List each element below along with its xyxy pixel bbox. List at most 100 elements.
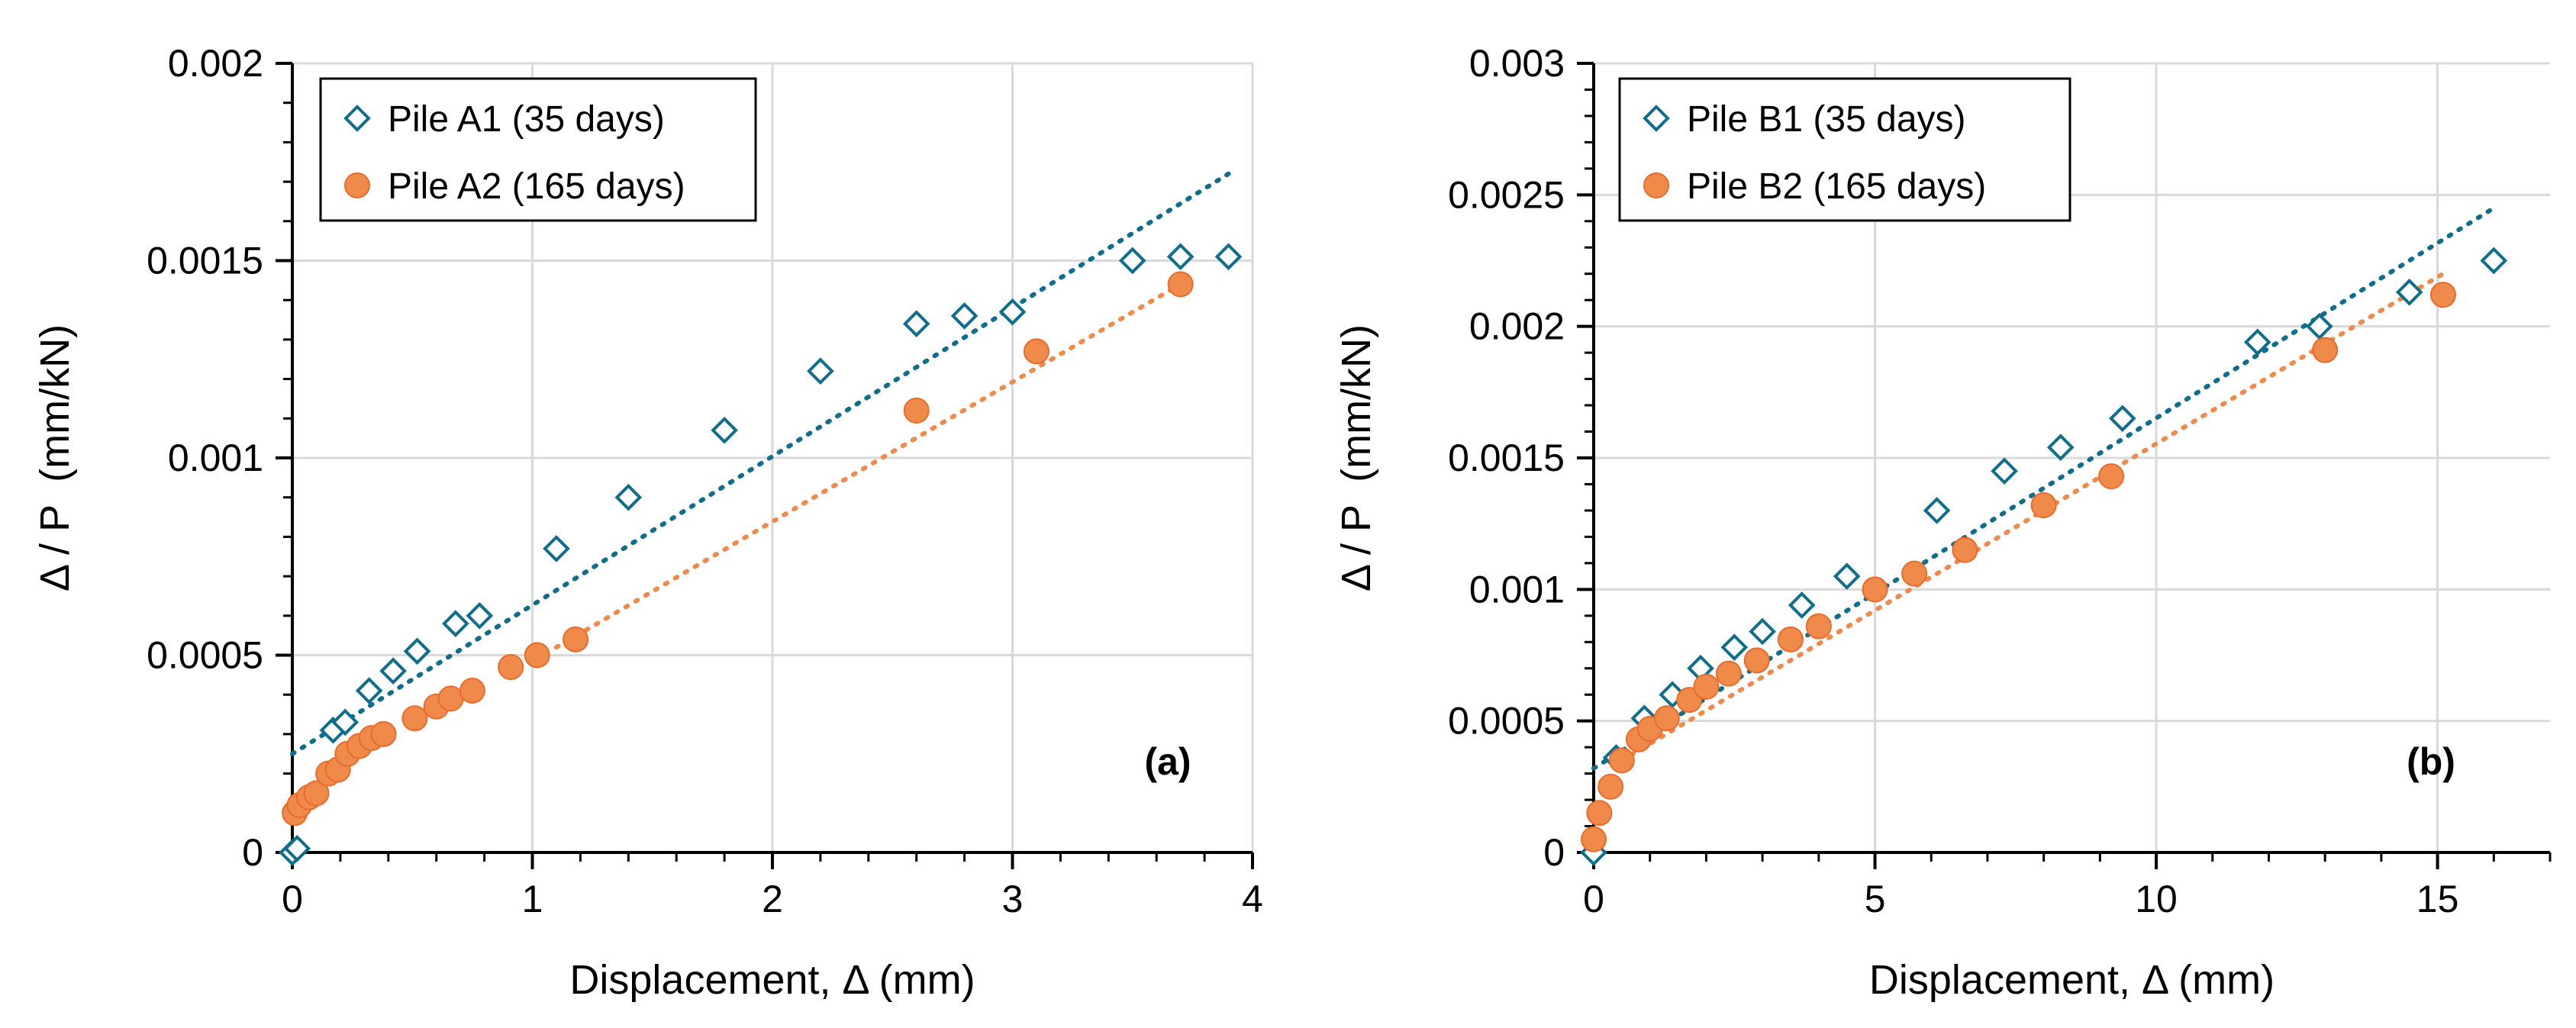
data-point bbox=[1693, 673, 1720, 700]
chart-panel-a: 0 0.0005 0.001 0.0015 0.002 0 1 2 3 4 Displacement… bbox=[32, 42, 1263, 1003]
data-point bbox=[303, 780, 330, 807]
data-point bbox=[1805, 613, 1832, 640]
data-point bbox=[1167, 271, 1194, 298]
legend-marker bbox=[343, 105, 371, 132]
data-point bbox=[283, 835, 311, 862]
data-point bbox=[1862, 576, 1888, 603]
x-tick-label: 0 bbox=[282, 878, 303, 920]
y-tick-label: 0.0005 bbox=[1448, 700, 1565, 743]
data-point bbox=[1923, 497, 1951, 524]
data-point bbox=[1214, 243, 1243, 271]
y-tick-label: 0.0015 bbox=[147, 240, 263, 282]
y-tick-label: 0.003 bbox=[1469, 42, 1565, 85]
data-point bbox=[1901, 560, 1928, 587]
data-point bbox=[2305, 312, 2333, 340]
x-tick-label: 0 bbox=[1583, 878, 1604, 920]
data-point bbox=[2098, 463, 2125, 490]
data-point bbox=[370, 720, 397, 747]
data-point bbox=[1833, 562, 1861, 590]
data-point bbox=[2429, 282, 2456, 308]
panel-label: (b) bbox=[2407, 740, 2455, 783]
y-tick-label: 0.001 bbox=[1469, 568, 1565, 611]
x-tick-label: 10 bbox=[2135, 878, 2178, 920]
data-point bbox=[998, 298, 1027, 326]
legend-marker bbox=[344, 172, 370, 198]
data-point bbox=[1991, 457, 2018, 485]
data-point bbox=[401, 705, 428, 732]
series-1-points bbox=[279, 243, 1243, 866]
data-point bbox=[1598, 773, 1624, 800]
data-point bbox=[2243, 328, 2271, 356]
data-point bbox=[2109, 404, 2136, 433]
data-point bbox=[466, 601, 494, 630]
data-point bbox=[1166, 243, 1195, 271]
data-point bbox=[1653, 705, 1680, 732]
legend: Pile A1 (35 days) Pile A2 (165 days) bbox=[319, 77, 757, 222]
y-tick-label: 0 bbox=[242, 831, 263, 874]
legend: Pile B1 (35 days) Pile B2 (165 days) bbox=[1618, 77, 2071, 222]
data-point bbox=[2030, 492, 2057, 519]
data-point bbox=[1720, 633, 1749, 661]
data-point bbox=[1023, 338, 1049, 365]
chart-panel-b: 0 0.0005 0.001 0.0015 0.002 0.0025 0.003 0 5 10 15… bbox=[1333, 42, 2552, 1003]
data-point bbox=[379, 657, 407, 685]
data-point bbox=[2312, 337, 2339, 363]
x-tick-label: 15 bbox=[2416, 878, 2459, 920]
x-tick-label: 4 bbox=[1242, 878, 1263, 920]
legend-label: Pile B2 (165 days) bbox=[1687, 166, 1986, 207]
legend-marker bbox=[1643, 105, 1670, 132]
series-1-points bbox=[1580, 247, 2508, 866]
data-point bbox=[459, 678, 485, 704]
y-tick-label: 0.0015 bbox=[1448, 437, 1565, 479]
data-point bbox=[2480, 247, 2508, 275]
data-point bbox=[355, 677, 383, 704]
data-point bbox=[1743, 647, 1770, 674]
x-tick-label: 3 bbox=[1002, 878, 1024, 920]
data-point bbox=[437, 685, 464, 712]
data-point bbox=[902, 310, 930, 338]
y-tick-label: 0.002 bbox=[1469, 305, 1565, 348]
data-point bbox=[442, 610, 469, 637]
series-2-points bbox=[282, 271, 1194, 827]
data-point bbox=[1586, 800, 1613, 827]
y-axis-title: Δ / P (mm/kN) bbox=[1333, 324, 1379, 591]
data-point bbox=[1608, 747, 1635, 774]
trendline-series-1 bbox=[1591, 205, 2497, 771]
y-tick-label: 0 bbox=[1543, 831, 1565, 874]
data-point bbox=[1788, 591, 1816, 619]
data-point bbox=[1777, 626, 1804, 653]
data-point bbox=[903, 397, 930, 424]
data-point bbox=[498, 654, 524, 681]
x-axis-title: Displacement, Δ (mm) bbox=[1869, 957, 2275, 1003]
legend-box bbox=[1618, 77, 2071, 222]
data-point bbox=[950, 302, 978, 330]
y-tick-label: 0.001 bbox=[168, 437, 263, 479]
data-point bbox=[2046, 433, 2075, 462]
data-point bbox=[1952, 537, 1978, 563]
data-point bbox=[543, 535, 570, 562]
x-tick-label: 2 bbox=[762, 878, 783, 920]
data-point bbox=[403, 637, 431, 665]
y-tick-label: 0.002 bbox=[168, 42, 263, 85]
x-tick-label: 5 bbox=[1865, 878, 1886, 920]
data-point bbox=[2395, 279, 2423, 306]
trendline-series-2 bbox=[1619, 271, 2445, 763]
data-point bbox=[563, 626, 589, 653]
legend-label: Pile B1 (35 days) bbox=[1687, 99, 1966, 140]
data-point bbox=[1118, 247, 1146, 275]
data-point bbox=[524, 642, 550, 669]
y-tick-label: 0.0005 bbox=[147, 634, 263, 677]
y-tick-label: 0.0025 bbox=[1448, 173, 1565, 216]
x-axis-title: Displacement, Δ (mm) bbox=[569, 957, 975, 1003]
trendline-series-2 bbox=[553, 282, 1183, 650]
legend-label: Pile A2 (165 days) bbox=[388, 166, 685, 207]
data-point bbox=[807, 357, 834, 385]
legend-label: Pile A1 (35 days) bbox=[388, 99, 665, 140]
x-tick-label: 1 bbox=[522, 878, 543, 920]
series-2-points bbox=[1581, 282, 2456, 852]
data-point bbox=[614, 483, 643, 511]
data-point bbox=[1715, 660, 1742, 687]
data-point bbox=[1749, 617, 1776, 646]
